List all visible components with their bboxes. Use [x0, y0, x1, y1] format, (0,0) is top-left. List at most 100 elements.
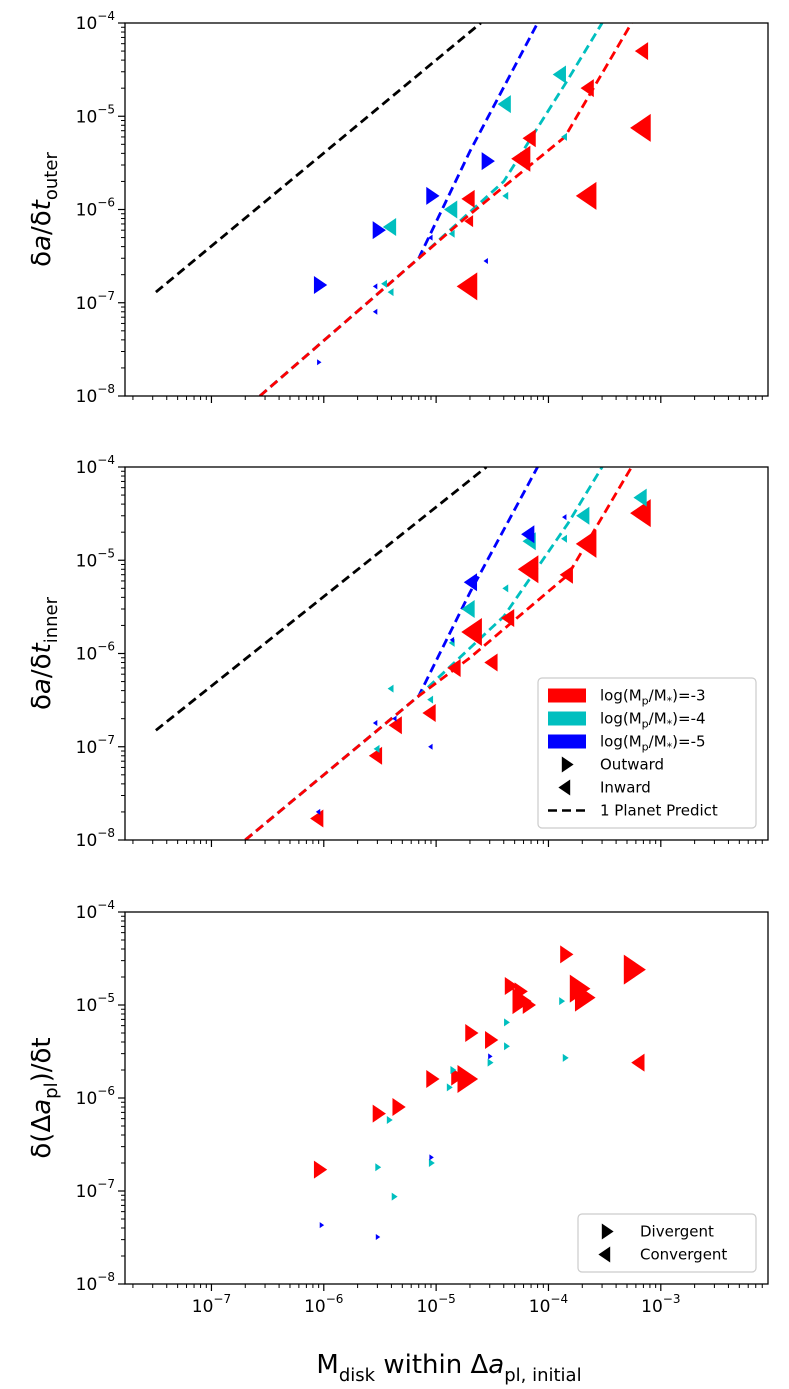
- marker-p4-out: [386, 1116, 393, 1125]
- panel-outer: 10−8 10−7 10−6 10−5 10−4 δa/δtouter: [27, 9, 769, 407]
- marker-p4-in: [461, 600, 475, 619]
- marker-p4-out: [391, 1192, 398, 1201]
- marker-p5-out: [375, 1234, 381, 1241]
- marker-p5-in: [463, 573, 478, 592]
- legend-marker-in: [598, 1246, 611, 1263]
- y-tick-label: 10−8: [76, 382, 115, 407]
- trend-line-pred: [155, 467, 488, 732]
- panel-gap: 10−8 10−7 10−6 10−5 10−4 10−7 10−6 10−5 10−4 10−3…: [27, 898, 769, 1317]
- y-axis-label: δa/δtouter: [27, 152, 62, 267]
- marker-p4-out: [559, 997, 566, 1006]
- marker-p4-in: [502, 191, 509, 200]
- marker-p3-in: [461, 189, 475, 208]
- marker-p4-out: [504, 1018, 510, 1027]
- legend-label: Divergent: [640, 1223, 714, 1241]
- y-tick-label: 10−5: [76, 546, 115, 571]
- marker-p4-in: [373, 744, 380, 753]
- marker-p5-in: [428, 234, 433, 241]
- trend-line-p3: [258, 23, 633, 396]
- trend-line-p5: [244, 467, 539, 840]
- marker-p4-in: [387, 684, 394, 693]
- trend-line-p5: [258, 23, 539, 396]
- marker-p5-in: [372, 308, 378, 315]
- x-tick-label: 10−4: [529, 1292, 568, 1317]
- markers: [313, 945, 646, 1241]
- legend-swatch-p4: [548, 711, 586, 726]
- marker-p4-out: [504, 1042, 510, 1051]
- marker-p5-in: [315, 808, 321, 815]
- marker-p4-in: [427, 695, 434, 704]
- legend-marker-in: [558, 779, 571, 796]
- marker-p4-in: [576, 506, 590, 525]
- y-tick-label: 10−5: [76, 991, 115, 1016]
- marker-p3-out: [574, 983, 596, 1012]
- marker-p5-in: [428, 743, 433, 750]
- trend-lines: [155, 23, 633, 396]
- marker-p3-out: [313, 1160, 328, 1179]
- marker-p5-out: [317, 359, 322, 366]
- legend-marker-out: [601, 1223, 614, 1240]
- marker-p4-out: [562, 1053, 569, 1062]
- y-axis-label: δa/δtinner: [27, 596, 62, 710]
- legend-marker-out: [561, 756, 574, 773]
- y-axis-label: δ(Δapl)/δt: [27, 1037, 62, 1158]
- marker-p5-out: [319, 1222, 325, 1229]
- marker-p4-in: [448, 229, 455, 238]
- marker-p5-in: [521, 525, 535, 544]
- marker-p3-out: [504, 977, 519, 996]
- marker-p3-in: [630, 113, 651, 142]
- marker-p4-in: [561, 132, 567, 141]
- y-tick-label: 10−7: [76, 1177, 115, 1202]
- y-tick-label: 10−6: [76, 196, 115, 221]
- marker-p5-in: [372, 719, 378, 726]
- marker-p4-out: [487, 1058, 494, 1067]
- marker-p3-in: [464, 215, 474, 228]
- y-tick-label: 10−7: [76, 289, 115, 314]
- marker-p3-in: [575, 181, 597, 210]
- marker-p3-out: [426, 1070, 440, 1089]
- x-tick-label: 10−5: [416, 1292, 455, 1317]
- y-tick-label: 10−4: [76, 9, 115, 34]
- y-tick-label: 10−5: [76, 102, 115, 127]
- marker-p5-in: [483, 258, 488, 265]
- marker-p4-in: [552, 65, 566, 84]
- legend-label: Convergent: [640, 1246, 727, 1264]
- marker-p3-in: [484, 653, 498, 672]
- marker-p5-out: [481, 152, 495, 171]
- panel-inner: 10−8 10−7 10−6 10−5 10−4 δa/δtinner log(Mp/M*)…: [27, 453, 769, 851]
- marker-p3-in: [422, 704, 436, 723]
- marker-p4-in: [497, 95, 511, 114]
- marker-p4-out: [428, 1159, 435, 1168]
- marker-p4-in: [443, 200, 458, 219]
- legend-swatch-p3: [548, 688, 586, 703]
- marker-p5-in: [372, 283, 378, 290]
- marker-p3-in: [517, 555, 539, 584]
- marker-p4-out: [446, 1083, 453, 1092]
- y-tick-label: 10−6: [76, 1084, 115, 1109]
- marker-p4-out: [450, 1066, 457, 1075]
- marker-p3-in: [456, 272, 478, 301]
- legend-box: [577, 1213, 757, 1273]
- marker-p3-in: [388, 716, 402, 735]
- trend-line-p4: [258, 23, 604, 396]
- markers: [310, 488, 651, 828]
- legend-box: [537, 677, 757, 829]
- marker-p5-out: [426, 186, 440, 205]
- y-tick-label: 10−4: [76, 453, 115, 478]
- legend-label: log(Mp/M*)=-4: [600, 710, 706, 731]
- marker-p3-in: [447, 658, 461, 677]
- legend-label: Inward: [600, 779, 651, 797]
- marker-p3-in: [575, 529, 597, 558]
- marker-p5-out: [429, 1154, 434, 1161]
- y-tick-label: 10−7: [76, 733, 115, 758]
- marker-p4-out: [375, 1163, 382, 1172]
- legend: Divergent Convergent: [577, 1213, 757, 1273]
- marker-p3-in: [511, 145, 531, 172]
- marker-p3-out: [512, 988, 532, 1015]
- x-tick-label: 10−3: [641, 1292, 680, 1317]
- marker-p4-in: [382, 217, 397, 236]
- legend-label: 1 Planet Predict: [600, 802, 718, 820]
- marker-p3-out: [392, 1098, 406, 1117]
- y-tick-label: 10−4: [76, 898, 115, 923]
